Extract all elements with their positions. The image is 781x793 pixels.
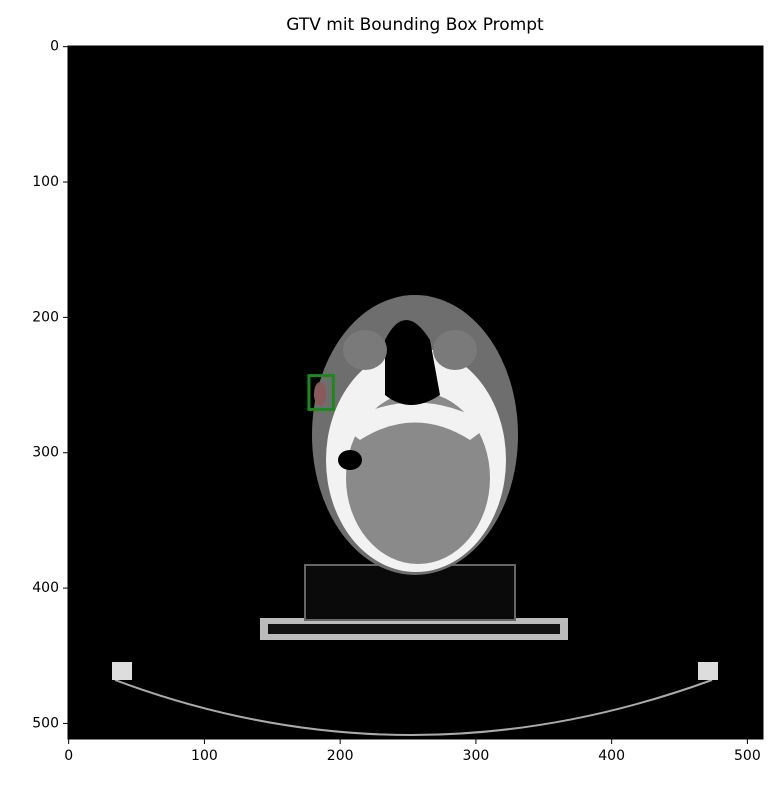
y-tick-label: 0: [50, 39, 59, 55]
x-tick-label: 400: [598, 748, 625, 764]
y-tick-label: 200: [32, 309, 59, 325]
plot-frame: [67, 45, 764, 740]
y-tick-label: 500: [32, 715, 59, 731]
ct-image: [68, 46, 763, 739]
x-tick-label: 200: [327, 748, 354, 764]
y-tick-label: 100: [32, 174, 59, 190]
x-tick-label: 500: [734, 748, 761, 764]
chart-title: GTV mit Bounding Box Prompt: [286, 15, 544, 35]
x-tick-label: 0: [64, 748, 73, 764]
x-tick-label: 100: [191, 748, 218, 764]
y-tick-label: 400: [32, 580, 59, 596]
y-tick-label: 300: [32, 445, 59, 461]
bounding-box: [307, 374, 335, 411]
x-tick-label: 300: [463, 748, 490, 764]
